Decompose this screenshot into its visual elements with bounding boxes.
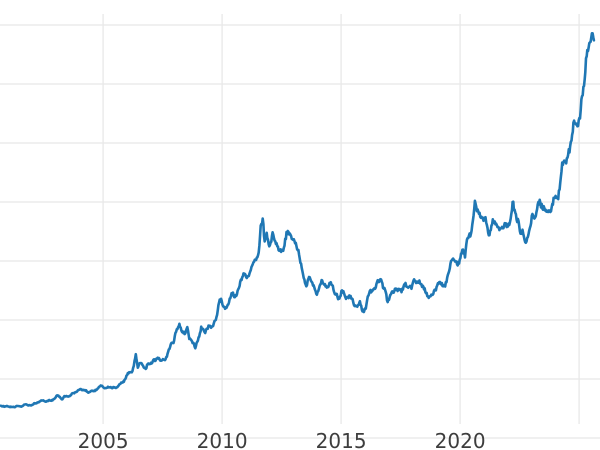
x-tick-label-2010: 2010: [197, 429, 248, 450]
x-tick-label-2015: 2015: [316, 429, 367, 450]
data-series-line: [0, 31, 596, 409]
gridlines: [0, 14, 600, 439]
x-tick-label-2005: 2005: [78, 429, 129, 450]
x-tick-label-2020: 2020: [435, 429, 486, 450]
